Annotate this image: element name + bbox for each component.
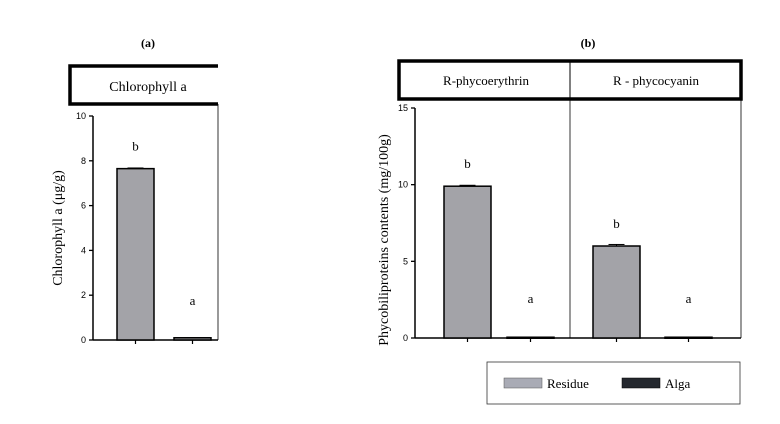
bar-chlorophyll-a-alga [173,337,212,341]
significance-letter-r-phycocyanin-alga: a [686,291,692,306]
panel-b-label: (b) [581,36,596,50]
y-tick-label: 0 [81,335,86,345]
y-tick-label: 10 [76,111,86,121]
panel-b-header-group-1: R-phycoerythrin [443,73,529,88]
y-tick-label: 0 [403,333,408,343]
y-tick-label: 4 [81,245,86,255]
legend-swatch-alga [621,377,661,389]
significance-letter-chlorophyll-a-residue: b [132,139,139,154]
significance-letter-r-phycoerythrin-alga: a [528,291,534,306]
bar-chlorophyll-a-residue [116,167,155,341]
panel-b-y-axis-label: Phycobiliproteins contents (mg/100g) [377,134,392,346]
significance-letter-r-phycoerythrin-residue: b [464,156,471,171]
bar-r-phycoerythrin-residue [443,185,492,339]
panel-a: (a) Chlorophyll a Chlorophyll a (μg/g) 0… [51,36,219,345]
panel-a-y-axis-label: Chlorophyll a (μg/g) [51,170,66,286]
bar-r-phycocyanin-residue [592,245,641,339]
y-tick-label: 5 [403,256,408,266]
y-tick-label: 6 [81,201,86,211]
significance-letter-chlorophyll-a-alga: a [190,293,196,308]
panel-b-header-group-2: R - phycocyanin [613,73,699,88]
significance-letter-r-phycocyanin-residue: b [613,216,620,231]
legend-label-alga: Alga [665,376,691,391]
legend: Residue Alga [486,361,741,405]
legend-label-residue: Residue [547,376,589,391]
panel-a-header-frame [68,64,218,106]
panel-a-header: Chlorophyll a [109,80,187,95]
panel-b-bars: b a b a [443,156,713,342]
y-tick-label: 15 [398,103,408,113]
y-tick-label: 8 [81,156,86,166]
panel-a-y-ticks: 0 2 4 6 8 10 [76,111,93,345]
panel-a-label: (a) [141,36,155,50]
y-tick-label: 10 [398,180,408,190]
panel-b: (b) R-phycoerythrin R - phycocyanin Phyc… [377,36,743,346]
panel-a-bars: ba [116,139,212,344]
panel-b-y-ticks: 0 5 10 15 [398,103,415,343]
y-tick-label: 2 [81,290,86,300]
legend-swatch-residue [503,377,543,389]
